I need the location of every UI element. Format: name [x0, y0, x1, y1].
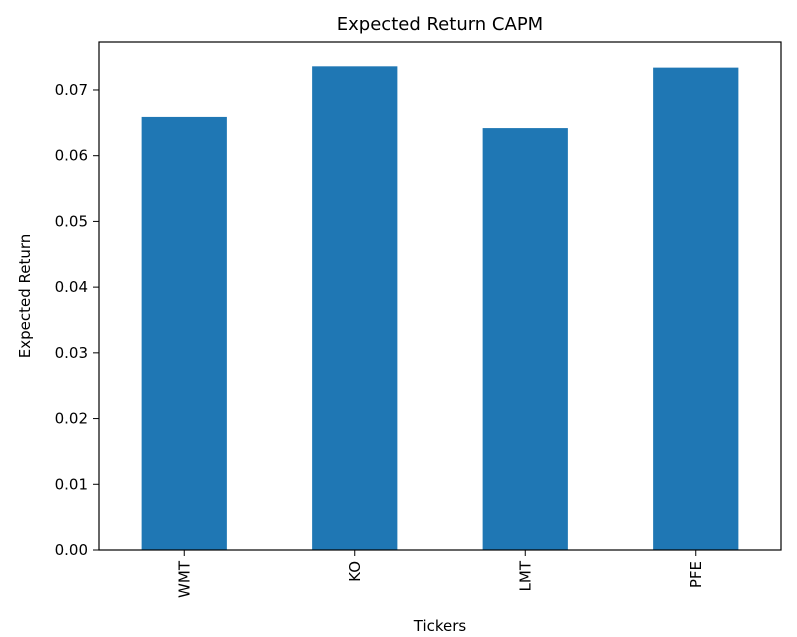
x-tick-label-pfe: PFE	[687, 561, 705, 588]
y-tick-label: 0.04	[55, 278, 88, 296]
x-axis-ticks: WMT KO LMT PFE	[175, 550, 705, 598]
y-axis-ticks: 0.00 0.01 0.02 0.03 0.04 0.05 0.06 0.07	[55, 81, 99, 559]
bar-wmt	[141, 116, 227, 550]
y-tick-label: 0.06	[55, 147, 88, 165]
y-tick-label: 0.01	[55, 475, 88, 493]
bar-pfe	[653, 67, 739, 551]
bar-ko	[312, 66, 398, 551]
y-tick-label: 0.00	[55, 541, 88, 559]
x-axis-label: Tickers	[413, 617, 467, 635]
x-tick-label-lmt: LMT	[516, 560, 534, 591]
chart-title: Expected Return CAPM	[337, 14, 543, 35]
x-tick-label-wmt: WMT	[175, 560, 193, 598]
x-tick-label-ko: KO	[346, 561, 364, 582]
plot-frame	[98, 41, 782, 551]
y-tick-label: 0.03	[55, 344, 88, 362]
y-tick-label: 0.07	[55, 81, 88, 99]
y-tick-label: 0.02	[55, 410, 88, 428]
bars-group	[141, 66, 739, 551]
y-tick-label: 0.05	[55, 212, 88, 230]
y-axis-label: Expected Return	[16, 234, 34, 359]
bar-lmt	[482, 128, 568, 550]
